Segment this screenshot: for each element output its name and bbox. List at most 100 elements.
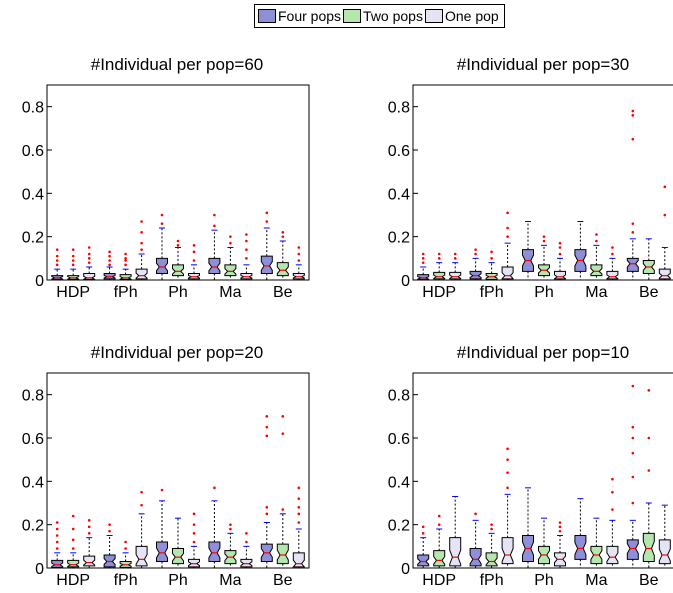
y-tick-label: 0 [35,561,44,578]
outlier-point [192,523,196,526]
x-tick-label: Ph [534,572,554,589]
outlier-point [265,220,269,223]
outlier-point [124,252,127,256]
outlier-point [124,540,127,544]
outlier-point [108,263,111,267]
outlier-point [542,239,546,243]
outlier-point [558,525,562,529]
box [51,559,64,568]
outlier-point [160,488,164,492]
box [292,552,306,568]
y-tick-label: 0.6 [388,143,410,160]
outlier-point [506,235,509,238]
outlier-point [71,254,75,258]
box [67,559,80,568]
outlier-point [71,514,75,518]
outlier-point [265,415,269,418]
outlier-point [281,415,285,418]
outlier-point [558,252,562,256]
outlier-point [55,263,59,267]
legend-swatch-two-pops [343,9,362,23]
outlier-point [71,263,75,267]
outlier-point [631,425,635,429]
box [469,548,482,567]
outlier-point [490,527,493,531]
outlier-point [421,261,425,264]
x-tick-label: Be [273,572,293,589]
outlier-point [213,486,216,490]
outlier-point [281,235,285,238]
x-tick-label: HDP [422,284,456,301]
outlier-point [71,538,75,542]
outlier-point [245,248,248,251]
outlier-point [71,527,75,531]
chart-title: #Individual per pop=60 [91,55,264,74]
box [590,264,603,277]
box [501,266,514,280]
y-tick-label: 0 [401,273,410,290]
outlier-point [631,436,635,440]
box [574,535,587,560]
outlier-point [490,523,493,526]
outlier-point [663,185,667,189]
box [626,257,639,272]
outlier-point [506,226,509,230]
box [606,270,619,280]
outlier-point [595,239,598,243]
box [224,264,237,277]
outlier-point [611,508,614,511]
y-tick-label: 0 [401,561,410,578]
box [172,264,184,277]
outlier-point [647,389,651,392]
outlier-point [631,451,635,455]
outlier-point [611,246,614,249]
outlier-point [55,527,59,531]
y-tick-label: 0.4 [388,474,410,491]
y-tick-label: 0.2 [388,518,410,535]
outlier-point [647,436,651,440]
box [172,548,184,565]
box [83,555,96,567]
outlier-point [437,252,441,256]
plot-marks [51,415,306,568]
outlier-point [87,525,91,529]
outlier-point [506,471,509,474]
box [449,537,462,567]
outlier-point [421,525,425,529]
x-tick-label: Ma [585,572,607,589]
outlier-point [176,239,180,243]
outlier-point [506,486,509,490]
y-tick-label: 0.2 [22,518,44,535]
outlier-point [265,434,269,438]
box [658,268,671,280]
outlier-point [245,532,248,535]
x-tick-label: Ma [219,284,241,301]
outlier-point [87,519,91,522]
outlier-point [297,521,301,524]
y-tick-label: 0.8 [22,388,44,405]
y-tick-label: 0.8 [388,388,410,405]
box [433,550,446,567]
outlier-point [265,211,269,215]
plot-area-border [412,84,673,281]
x-tick-label: Be [273,284,293,301]
outlier-point [213,213,216,217]
outlier-point [140,248,143,251]
outlier-point [437,514,441,518]
outlier-point [265,506,269,509]
outlier-point [595,233,598,236]
box [449,271,462,280]
outlier-point [611,252,614,256]
outlier-point [87,532,91,535]
outlier-point [663,213,667,217]
outlier-point [71,259,75,262]
outlier-point [245,257,248,260]
outlier-point [474,512,477,516]
plot-marks [417,384,671,568]
x-tick-label: HDP [422,572,456,589]
outlier-point [192,512,196,516]
outlier-point [506,211,509,215]
outlier-point [611,490,614,494]
legend-swatch-one-pop [424,9,443,23]
x-tick-label: HDP [56,284,90,301]
